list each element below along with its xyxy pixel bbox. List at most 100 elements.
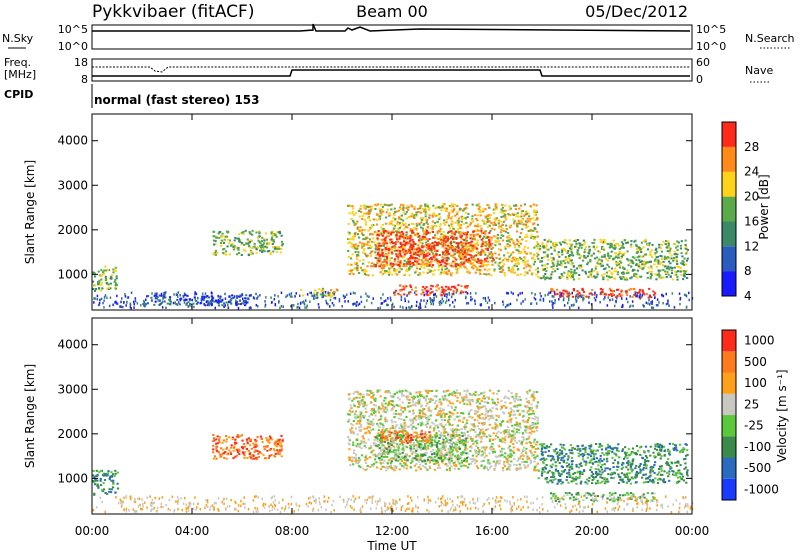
velocity-cell bbox=[368, 426, 371, 429]
power-cell bbox=[650, 267, 653, 270]
velocity-cell bbox=[446, 468, 449, 471]
power-cell bbox=[645, 293, 649, 296]
power-cell bbox=[381, 273, 384, 276]
velocity-cell bbox=[364, 442, 367, 445]
power-cell bbox=[512, 214, 515, 216]
power-cell bbox=[651, 302, 653, 305]
power-cell bbox=[633, 272, 636, 275]
power-cell bbox=[459, 236, 462, 239]
power-cell bbox=[486, 249, 490, 252]
power-cell bbox=[426, 262, 429, 265]
power-cell bbox=[476, 214, 480, 217]
power-cell bbox=[491, 260, 494, 263]
power-cell bbox=[547, 248, 550, 251]
power-cell bbox=[255, 247, 258, 250]
velocity-cell bbox=[520, 443, 524, 446]
velocity-cell bbox=[95, 479, 98, 482]
velocity-cell bbox=[533, 390, 536, 393]
velocity-cell bbox=[461, 442, 464, 445]
power-cell bbox=[359, 266, 363, 269]
power-cell bbox=[444, 209, 448, 212]
power-cell bbox=[232, 246, 235, 248]
power-cell bbox=[408, 237, 411, 240]
power-cell bbox=[542, 251, 545, 254]
power-cell bbox=[482, 219, 485, 222]
power-cell bbox=[450, 217, 453, 220]
power-cell bbox=[106, 268, 109, 271]
power-cell bbox=[397, 292, 400, 295]
power-cell bbox=[649, 303, 651, 306]
velocity-cell bbox=[249, 440, 252, 443]
power-cell bbox=[421, 252, 424, 255]
power-cell bbox=[448, 247, 452, 250]
power-cell bbox=[428, 253, 431, 256]
power-cell bbox=[581, 287, 584, 290]
nave-trace bbox=[92, 66, 690, 73]
power-cell bbox=[523, 267, 526, 270]
velocity-cell bbox=[354, 410, 358, 413]
velocity-cell bbox=[233, 446, 236, 449]
power-cell bbox=[562, 292, 565, 295]
power-cell bbox=[164, 293, 166, 296]
power-cell bbox=[421, 288, 424, 291]
power-cell bbox=[552, 263, 555, 266]
power-cell bbox=[415, 290, 418, 293]
power-cell bbox=[472, 244, 475, 247]
power-cell bbox=[302, 294, 305, 297]
power-cell bbox=[353, 302, 355, 305]
power-cell bbox=[495, 236, 498, 239]
power-cell bbox=[240, 231, 243, 234]
power-cell bbox=[589, 258, 592, 261]
velocity-cell bbox=[358, 420, 362, 423]
power-cell bbox=[425, 252, 428, 255]
velocity-cell bbox=[394, 449, 397, 452]
power-cell bbox=[599, 287, 602, 290]
power-cell bbox=[460, 261, 463, 264]
power-cell bbox=[371, 274, 374, 277]
velocity-cell bbox=[389, 462, 392, 465]
velocity-cell bbox=[465, 393, 468, 396]
velocity-cell bbox=[515, 428, 518, 431]
power-cell bbox=[447, 214, 450, 217]
power-cell bbox=[631, 295, 634, 298]
power-cell bbox=[669, 266, 672, 269]
velocity-cell bbox=[397, 405, 400, 407]
power-cell bbox=[416, 250, 419, 252]
power-cell bbox=[225, 253, 228, 256]
power-cell bbox=[615, 260, 618, 263]
power-cell bbox=[499, 211, 502, 214]
power-cell bbox=[459, 207, 462, 210]
power-cell bbox=[494, 219, 497, 222]
velocity-cell bbox=[96, 475, 99, 477]
power-cell bbox=[358, 272, 361, 274]
power-cell bbox=[432, 254, 436, 257]
power-cell bbox=[300, 288, 303, 291]
power-cell bbox=[613, 277, 617, 280]
power-cell bbox=[634, 295, 638, 298]
power-cell bbox=[251, 252, 254, 255]
power-cell bbox=[456, 251, 459, 254]
power-cell bbox=[474, 214, 477, 216]
power-cell bbox=[484, 222, 488, 225]
power-cell bbox=[415, 304, 418, 307]
power-cell bbox=[96, 294, 99, 298]
power-colorbar-tick: 4 bbox=[744, 289, 752, 303]
power-cell bbox=[450, 274, 453, 277]
power-cell bbox=[428, 261, 431, 264]
velocity-cell bbox=[488, 434, 491, 437]
power-cell bbox=[502, 229, 505, 232]
power-cell bbox=[531, 217, 534, 220]
power-cell bbox=[660, 255, 663, 258]
power-cell bbox=[399, 261, 402, 264]
power-cell bbox=[483, 273, 486, 275]
power-cell bbox=[513, 213, 517, 216]
power-cell bbox=[507, 269, 511, 272]
power-cell bbox=[550, 290, 553, 293]
power-cell bbox=[531, 272, 534, 275]
power-cell bbox=[546, 248, 549, 251]
velocity-cell bbox=[365, 392, 368, 395]
velocity-cell bbox=[424, 397, 427, 400]
power-cell bbox=[333, 304, 335, 307]
power-cell bbox=[584, 246, 587, 249]
power-cell bbox=[393, 219, 396, 222]
